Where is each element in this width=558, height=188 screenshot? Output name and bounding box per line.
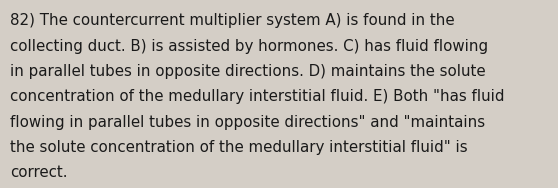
Text: flowing in parallel tubes in opposite directions" and "maintains: flowing in parallel tubes in opposite di… [10,115,485,130]
Text: 82) The countercurrent multiplier system A) is found in the: 82) The countercurrent multiplier system… [10,13,455,28]
Text: in parallel tubes in opposite directions. D) maintains the solute: in parallel tubes in opposite directions… [10,64,485,79]
Text: concentration of the medullary interstitial fluid. E) Both "has fluid: concentration of the medullary interstit… [10,89,504,104]
Text: correct.: correct. [10,165,68,180]
Text: the solute concentration of the medullary interstitial fluid" is: the solute concentration of the medullar… [10,140,468,155]
Text: collecting duct. B) is assisted by hormones. C) has fluid flowing: collecting duct. B) is assisted by hormo… [10,39,488,54]
